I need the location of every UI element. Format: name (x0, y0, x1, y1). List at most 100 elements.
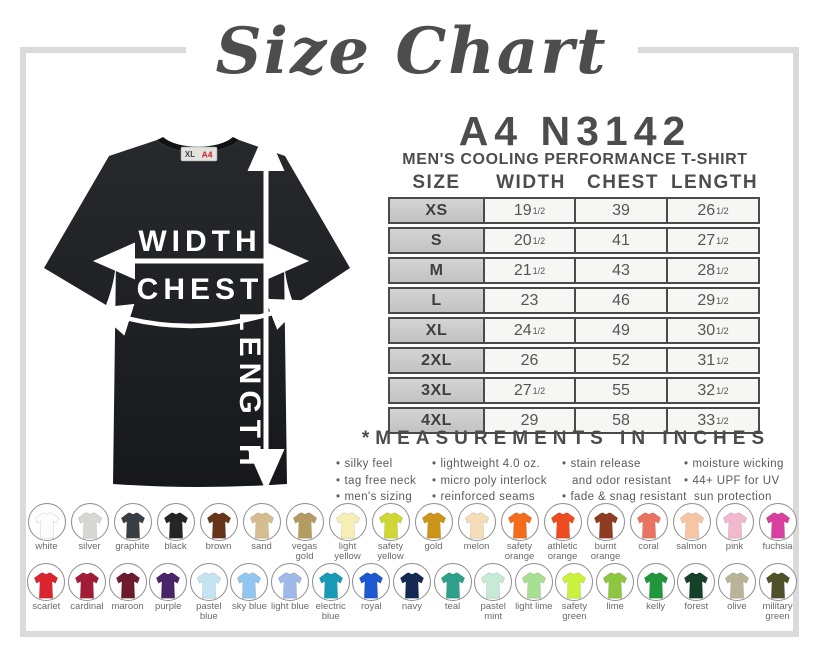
length-cell: 26 1/2 (666, 199, 758, 222)
neck-tag: XL A4 (180, 146, 218, 162)
tshirt-icon (677, 563, 716, 601)
color-swatch-light-yellow: light yellow (327, 503, 368, 562)
tshirt-icon (596, 563, 635, 601)
color-swatch-purple: purple (148, 563, 189, 622)
color-swatch-lime: lime (595, 563, 636, 622)
color-swatch-salmon: salmon (671, 503, 712, 562)
color-label: black (164, 541, 187, 552)
color-label: navy (401, 601, 422, 612)
tshirt-icon (70, 503, 109, 541)
tshirt-icon (715, 503, 754, 541)
feature-item: • moisture wicking (684, 456, 798, 473)
tshirt-icon (352, 563, 391, 601)
color-swatch-pastel-mint: pastel mint (473, 563, 514, 622)
table-row: 3XL 27 1/2 55 32 1/2 (388, 377, 760, 404)
bullet-icon: • (432, 491, 437, 504)
color-label: purple (154, 601, 182, 612)
bullet-icon: • (432, 474, 437, 487)
bullet-icon: • (684, 458, 689, 470)
color-swatch-silver: silver (69, 503, 110, 562)
color-swatch-scarlet: scarlet (26, 563, 67, 622)
color-swatch-olive: olive (717, 563, 758, 622)
tshirt-icon (672, 503, 711, 541)
tshirt-icon (328, 503, 367, 541)
chest-cell: 43 (574, 259, 666, 282)
features: • silky feel • tag free neck • men's sizing • l… (336, 456, 798, 506)
feature-item: • reinforced seams (432, 489, 562, 506)
color-swatch-sky-blue: sky blue (229, 563, 270, 622)
length-cell: 28 1/2 (666, 259, 758, 282)
color-label: vegas gold (291, 541, 318, 562)
tshirt-icon (555, 563, 594, 601)
feature-item: • micro poly interlock (432, 473, 562, 490)
page-title: Size Chart (185, 2, 638, 102)
length-cell: 32 1/2 (666, 379, 758, 402)
tshirt-icon (758, 503, 797, 541)
feature-column: • moisture wicking • 44+ UPF for UV sun prot… (684, 456, 798, 506)
bullet-icon: • (432, 458, 437, 470)
size-cell: XS (390, 199, 483, 222)
feature-column: • silky feel • tag free neck • men's sizing (336, 456, 432, 506)
tshirt-icon (371, 503, 410, 541)
svg-text:XL: XL (185, 150, 195, 159)
feature-column: • lightweight 4.0 oz. • micro poly interloc… (432, 456, 562, 506)
color-label: forest (684, 601, 709, 612)
tshirt-shape (44, 140, 350, 487)
tshirt-icon (67, 563, 106, 601)
tshirt-icon (758, 563, 797, 601)
color-label: light blue (271, 601, 310, 612)
feature-item: • fade & snag resistant (562, 489, 686, 506)
svg-text:A4: A4 (202, 150, 213, 160)
color-swatch-electric-blue: electric blue (310, 563, 351, 622)
color-swatch-light-lime: light lime (514, 563, 555, 622)
color-label: sky blue (232, 601, 267, 612)
bullet-icon: • (336, 474, 341, 487)
width-label: WIDTH (138, 225, 261, 258)
color-swatch-cardinal: cardinal (67, 563, 108, 622)
color-label: fuchsia (762, 541, 793, 552)
column-header: LENGTH (670, 172, 759, 193)
color-label: olive (727, 601, 747, 612)
width-cell: 21 1/2 (483, 259, 574, 282)
color-swatch-safety-orange: safety orange (499, 503, 540, 562)
size-cell: 4XL (390, 409, 483, 432)
chest-label: CHEST (137, 273, 264, 306)
tshirt-icon (636, 563, 675, 601)
color-swatch-safety-yellow: safety yellow (370, 503, 411, 562)
color-label: kelly (646, 601, 666, 612)
color-swatch-coral: coral (628, 503, 669, 562)
column-header: CHEST (587, 172, 659, 193)
color-swatch-burnt-orange: burnt orange (585, 503, 626, 562)
width-cell: 26 (483, 349, 574, 372)
chest-cell: 39 (574, 199, 666, 222)
color-swatch-safety-green: safety green (554, 563, 595, 622)
color-label: graphite (115, 541, 150, 552)
size-cell: S (390, 229, 483, 252)
color-swatch-athletic-orange: athletic orange (542, 503, 583, 562)
tshirt-icon (543, 503, 582, 541)
color-row-1: white silver graphite black brown sand vegas g… (26, 503, 798, 562)
tshirt-measurement-illustration: XL A4 WIDTH CHEST LENGTH (44, 129, 350, 491)
table-row: 4XL 29 58 33 1/2 (388, 407, 760, 434)
tshirt-icon (500, 503, 539, 541)
color-label: white (35, 541, 58, 552)
table-row: S 20 1/2 41 27 1/2 (388, 227, 760, 254)
color-swatch-military-green: military green (757, 563, 798, 622)
length-cell: 27 1/2 (666, 229, 758, 252)
color-swatch-navy: navy (392, 563, 433, 622)
color-label: pink (725, 541, 744, 552)
color-label: melon (463, 541, 490, 552)
tshirt-icon (156, 503, 195, 541)
color-label: light yellow (334, 541, 361, 562)
length-cell: 29 1/2 (666, 289, 758, 312)
tshirt-icon (230, 563, 269, 601)
color-swatch-pink: pink (714, 503, 755, 562)
bullet-icon: • (684, 474, 689, 487)
color-swatch-melon: melon (456, 503, 497, 562)
tshirt-icon (285, 503, 324, 541)
tshirt-icon (392, 563, 431, 601)
tshirt-icon (717, 563, 756, 601)
tshirt-icon (586, 503, 625, 541)
width-cell: 29 (483, 409, 574, 432)
